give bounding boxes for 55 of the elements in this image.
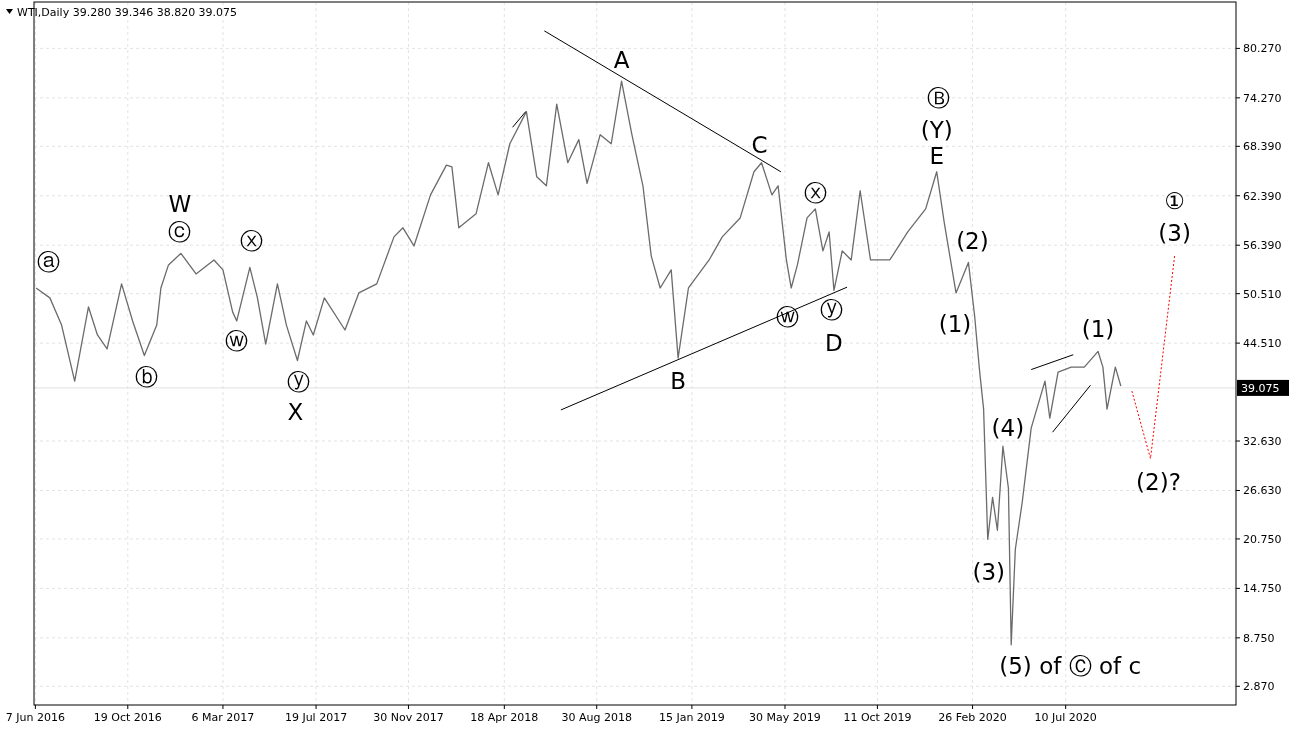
annotation: (2)	[956, 228, 989, 255]
annotation: (4)	[991, 415, 1025, 442]
x-tick-label: 19 Oct 2016	[93, 711, 162, 724]
y-tick-label: 2.870	[1243, 680, 1275, 694]
annotation: W	[168, 191, 192, 218]
x-tick-label: 10 Jul 2020	[1034, 711, 1097, 724]
annotation: ⓦ	[775, 303, 799, 330]
x-tick-label: 18 Apr 2018	[470, 711, 539, 724]
x-tick-label: 11 Oct 2019	[843, 711, 912, 724]
y-tick-label: 68.390	[1243, 140, 1282, 154]
y-tick-label: 14.750	[1243, 582, 1282, 596]
annotation: (1)	[1081, 316, 1115, 343]
annotation: ⓨ	[820, 297, 844, 324]
annotation: B	[670, 368, 686, 395]
annotation: ①	[1164, 187, 1185, 214]
annotation: (Y)	[920, 116, 953, 143]
annotation: ⓨ	[286, 368, 310, 395]
annotation: (2)?	[1136, 468, 1181, 495]
annotation: ⓧ	[240, 228, 264, 255]
y-tick-label: 80.270	[1243, 42, 1282, 56]
x-tick-label: 19 Jul 2017	[284, 711, 348, 724]
x-tick-label: 30 Nov 2017	[373, 711, 444, 724]
annotation: ⓒ	[168, 219, 192, 246]
x-tick-label: 30 Aug 2018	[561, 711, 632, 724]
annotation: C	[751, 131, 768, 158]
annotation: ⓑ	[134, 363, 158, 390]
y-tick-label: 50.510	[1243, 287, 1282, 301]
y-tick-label: 26.630	[1243, 484, 1282, 498]
annotation: ⓦ	[225, 327, 249, 354]
y-tick-label: 44.510	[1243, 337, 1282, 351]
annotation: (3)	[972, 559, 1006, 586]
y-tick-label: 62.390	[1243, 189, 1282, 203]
y-tick-label: 32.630	[1243, 435, 1282, 449]
x-tick-label: 15 Jan 2019	[658, 711, 725, 724]
y-tick-label: 56.390	[1243, 239, 1282, 253]
annotation: Ⓑ	[927, 84, 951, 111]
y-tick-label: 20.750	[1243, 532, 1282, 546]
annotation: ⓧ	[803, 179, 827, 206]
annotation: (3)	[1158, 219, 1191, 246]
x-tick-label: 6 Mar 2017	[191, 711, 255, 724]
y-tick-label: 8.750	[1243, 631, 1275, 645]
y-tick-label: 74.270	[1243, 91, 1282, 105]
x-tick-label: 7 Jun 2016	[5, 711, 65, 724]
annotation: ⓐ	[36, 248, 60, 275]
line-series	[35, 80, 1122, 646]
x-tick-label: 26 Feb 2020	[938, 711, 1007, 724]
annotation: X	[287, 398, 304, 425]
chart-title: WTI,Daily 39.280 39.346 38.820 39.075	[17, 6, 238, 19]
annotation: E	[929, 142, 944, 169]
x-tick-label: 30 May 2019	[749, 711, 821, 724]
annotation: (1)	[938, 310, 972, 337]
annotation: (5) of Ⓒ of c	[999, 652, 1142, 679]
annotation: A	[613, 47, 630, 74]
annotation: D	[825, 330, 843, 357]
ref-line-label: 39.075	[1241, 381, 1280, 395]
